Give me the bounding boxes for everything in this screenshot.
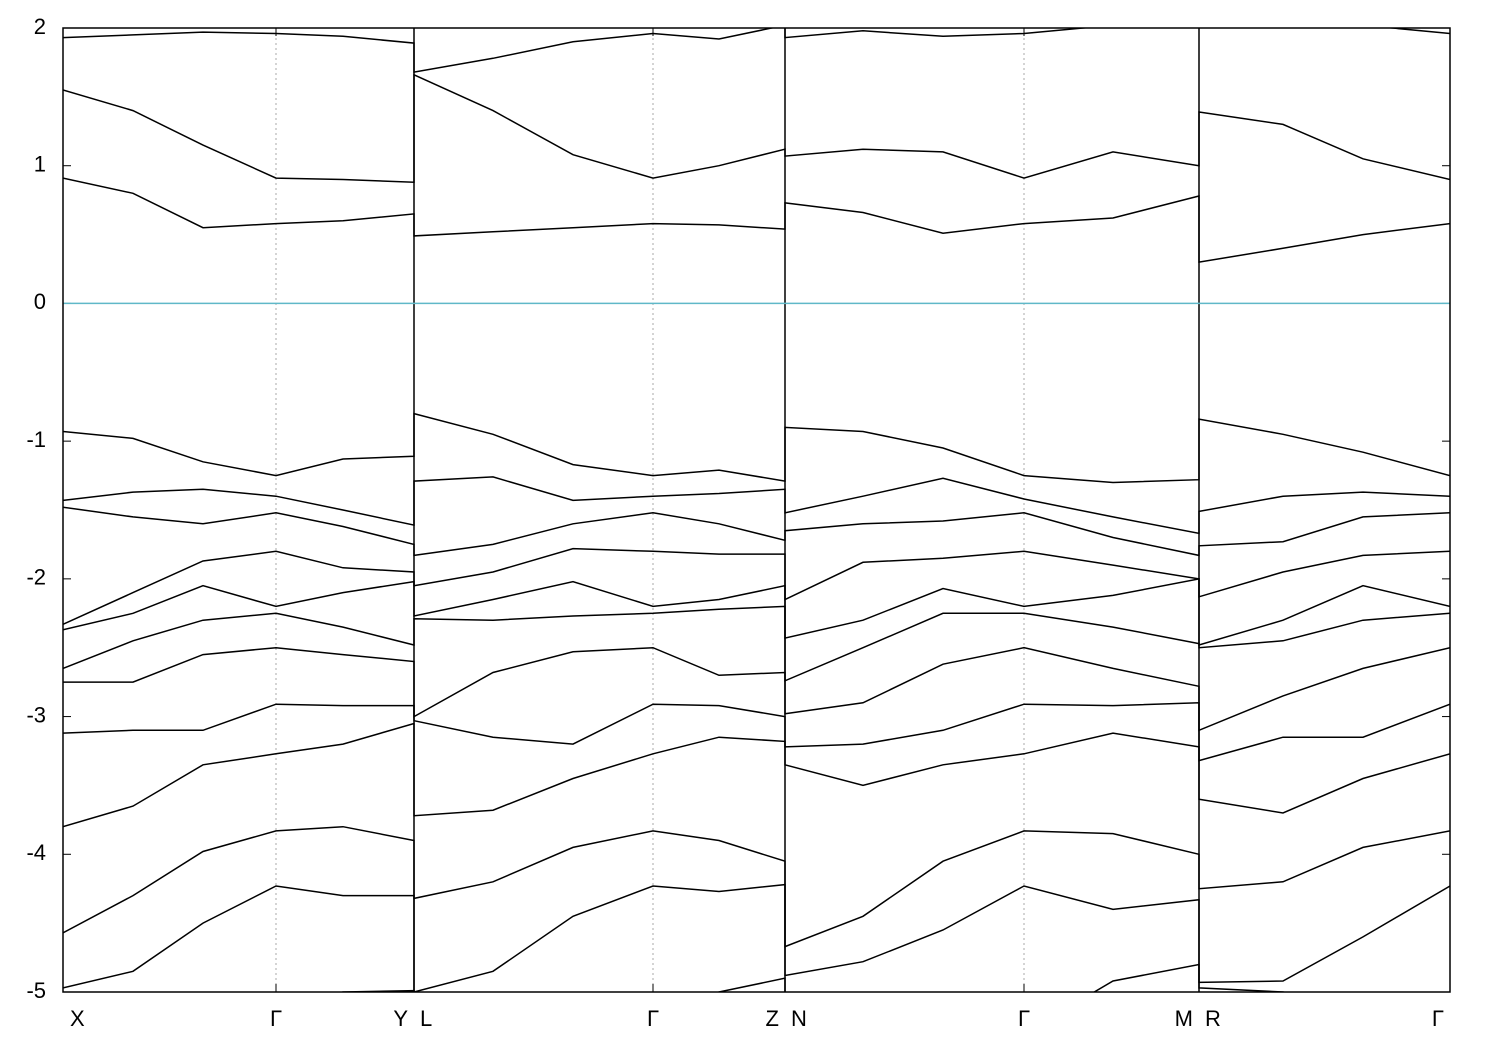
band-line: [63, 177, 1450, 263]
x-tick-label: Γ: [1432, 1006, 1444, 1031]
band-line: [63, 825, 1450, 948]
plot-frame: [62, 27, 1451, 993]
x-tick-label: Γ: [270, 1006, 282, 1031]
band-line: [63, 28, 1450, 73]
y-tick-label: 2: [34, 14, 46, 39]
x-tick-label: R: [1205, 1006, 1221, 1031]
band-line: [63, 722, 1450, 828]
y-tick-label: -2: [26, 565, 46, 590]
x-tick-label: N: [791, 1006, 807, 1031]
x-tick-label: M: [1175, 1006, 1193, 1031]
band-line: [63, 476, 1450, 535]
band-line: [63, 577, 1450, 647]
band-line: [63, 412, 1450, 484]
y-tick-label: -1: [26, 427, 46, 452]
plot-area: [63, 28, 1450, 992]
band-line: [63, 73, 1450, 183]
x-tick-label: Y: [393, 1006, 408, 1031]
x-tick-label: Z: [766, 1006, 779, 1031]
band-line: [63, 883, 1450, 992]
y-tick-label: -4: [26, 840, 46, 865]
band-line: [63, 702, 1450, 762]
y-tick-label: -5: [26, 978, 46, 1003]
x-tick-label: Γ: [1018, 1006, 1030, 1031]
x-tick-label: Γ: [647, 1006, 659, 1031]
band-line: [63, 506, 1450, 557]
x-tick-label: L: [420, 1006, 432, 1031]
x-tick-label: X: [70, 1006, 85, 1031]
y-tick-label: -3: [26, 702, 46, 727]
band-line: [339, 963, 1288, 992]
band-line: [63, 605, 1450, 682]
y-tick-label: 0: [34, 289, 46, 314]
y-tick-label: 1: [34, 152, 46, 177]
